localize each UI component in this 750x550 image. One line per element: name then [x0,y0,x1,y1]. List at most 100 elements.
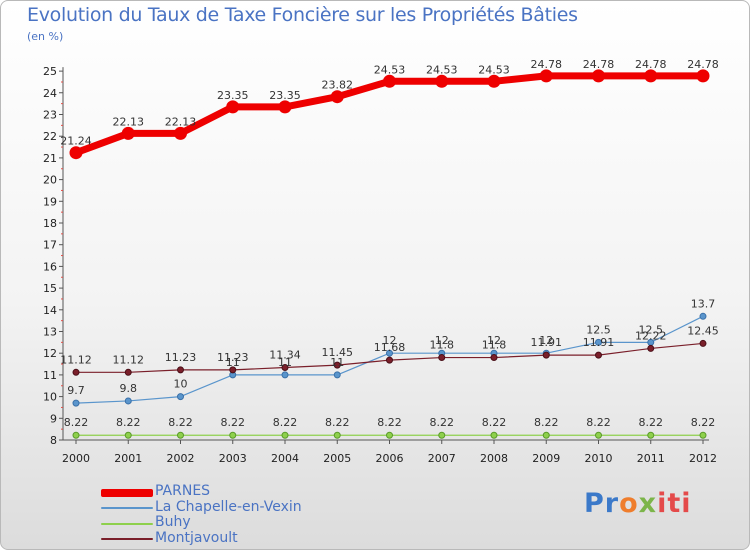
y-tick-label: 24 [43,87,57,100]
data-point [177,393,184,401]
y-tick-label: 19 [43,195,57,208]
data-point [124,431,132,439]
data-point [124,397,132,405]
data-label: 8.22 [168,416,193,429]
data-label: 24.78 [635,58,667,71]
data-label: 8.22 [482,416,507,429]
data-label: 12.45 [687,324,719,337]
y-tick-label: 22 [43,130,57,143]
x-tick-label: 2008 [480,452,508,465]
data-label: 11.45 [322,346,354,359]
data-label: 24.53 [374,63,406,76]
chart-subtitle: (en %) [27,30,64,43]
data-point [281,431,289,439]
x-tick-label: 2009 [532,452,560,465]
y-tick-label: 15 [43,282,57,295]
data-point [542,431,550,439]
data-label: 11.23 [165,351,197,364]
y-tick-label: 23 [43,109,57,122]
data-label: 24.78 [583,58,615,71]
legend-label-montjavoult: Montjavoult [155,529,238,546]
chart-title: Evolution du Taux de Taxe Foncière sur l… [27,4,578,26]
y-tick-label: 8 [50,434,57,447]
data-label: 23.35 [217,89,249,102]
data-point [281,364,289,372]
data-label: 8.22 [325,416,350,429]
data-point [644,69,658,83]
data-label: 23.82 [322,79,354,92]
y-tick-label: 16 [43,260,57,273]
y-tick-label: 13 [43,326,57,339]
data-point [592,69,605,83]
data-point [177,366,184,374]
data-label: 11 [330,356,344,369]
data-point [69,146,83,160]
y-tick-label: 9 [50,412,57,425]
data-point [699,431,707,439]
data-point [386,356,393,364]
data-label: 12.5 [639,323,664,336]
data-point [177,431,184,439]
data-label: 8.22 [221,416,246,429]
data-label: 24.78 [531,58,563,71]
x-tick-label: 2007 [428,452,456,465]
data-point [435,74,449,88]
y-tick-label: 14 [43,304,57,317]
data-label: 8.22 [430,416,455,429]
y-tick-label: 12 [43,347,57,360]
data-label: 11.68 [374,341,406,354]
x-tick-label: 2003 [219,452,247,465]
data-label: 12 [539,334,553,347]
legend-swatch-montjavoult [101,538,153,541]
data-point [595,338,602,346]
data-label: 8.22 [534,416,559,429]
data-label: 23.35 [269,89,301,102]
data-point [487,74,501,88]
x-tick-label: 2004 [271,452,299,465]
data-label: 11.91 [583,336,615,349]
data-label: 11.91 [531,336,563,349]
x-tick-label: 2002 [167,452,195,465]
data-point [281,371,289,379]
data-point [72,368,80,376]
data-label: 8.22 [586,416,611,429]
y-tick-label: 17 [43,239,57,252]
legend-label-la-chapelle: La Chapelle-en-Vexin [155,498,302,515]
data-label: 21.24 [60,135,92,148]
y-tick-label: 20 [43,174,57,187]
proxiti-logo: Proxiti [584,488,692,519]
data-point [647,344,655,352]
data-label: 12.22 [635,329,667,342]
data-label: 11.8 [482,339,507,352]
data-point [226,100,240,114]
data-label: 8.22 [377,416,402,429]
x-tick-label: 2000 [62,452,90,465]
x-tick-label: 2010 [585,452,613,465]
y-tick-label: 10 [43,391,57,404]
data-point [383,74,396,88]
data-point [333,371,341,379]
data-point [696,69,710,83]
data-point [699,312,707,320]
data-label: 24.53 [426,63,458,76]
y-tick-label: 25 [43,65,57,78]
data-label: 8.22 [691,416,716,429]
data-label: 12.5 [586,323,611,336]
data-label: 11.12 [60,353,92,366]
x-tick-label: 2011 [637,452,665,465]
data-point [595,431,602,439]
data-label: 8.22 [639,416,664,429]
data-label: 9.8 [120,382,138,395]
data-label: 12 [383,334,397,347]
data-label: 22.13 [113,115,145,128]
data-point [386,431,393,439]
data-label: 24.78 [687,58,719,71]
legend-swatch-buhy [101,522,153,525]
data-point [438,354,446,362]
data-point [542,351,550,359]
data-point [699,339,707,347]
data-point [333,431,341,439]
legend-swatch-parnes [101,488,153,497]
data-point [386,349,393,357]
